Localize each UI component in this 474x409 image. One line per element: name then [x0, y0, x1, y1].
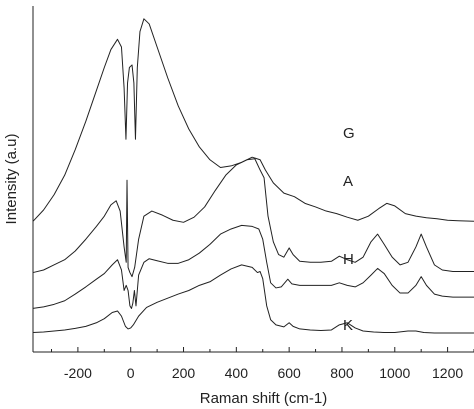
- series-labels: G A H K: [343, 125, 355, 334]
- series-line-g: [32, 18, 474, 222]
- series-line-h: [32, 224, 474, 309]
- x-tick-label: 200: [172, 365, 196, 381]
- x-axis-label: Raman shift (cm-1): [200, 390, 328, 407]
- x-tick-label: 1200: [432, 365, 463, 381]
- series-label-h: H: [343, 251, 354, 268]
- series-label-a: A: [343, 173, 353, 190]
- series-line-k: [32, 264, 474, 334]
- y-axis-label: Intensity (a.u): [3, 134, 20, 225]
- x-tick-label: 400: [225, 365, 249, 381]
- series-lines: [32, 18, 474, 334]
- series-label-g: G: [343, 125, 355, 142]
- series-line-a: [32, 158, 474, 278]
- x-tick-label: 1000: [379, 365, 410, 381]
- x-ticks: -200 0 200 400 600 800 1000 1200: [50, 347, 474, 381]
- x-tick-label: 600: [277, 365, 301, 381]
- series-label-k: K: [343, 317, 353, 334]
- x-tick-label: -200: [64, 365, 92, 381]
- x-tick-label: 0: [127, 365, 135, 381]
- x-tick-label: 800: [330, 365, 354, 381]
